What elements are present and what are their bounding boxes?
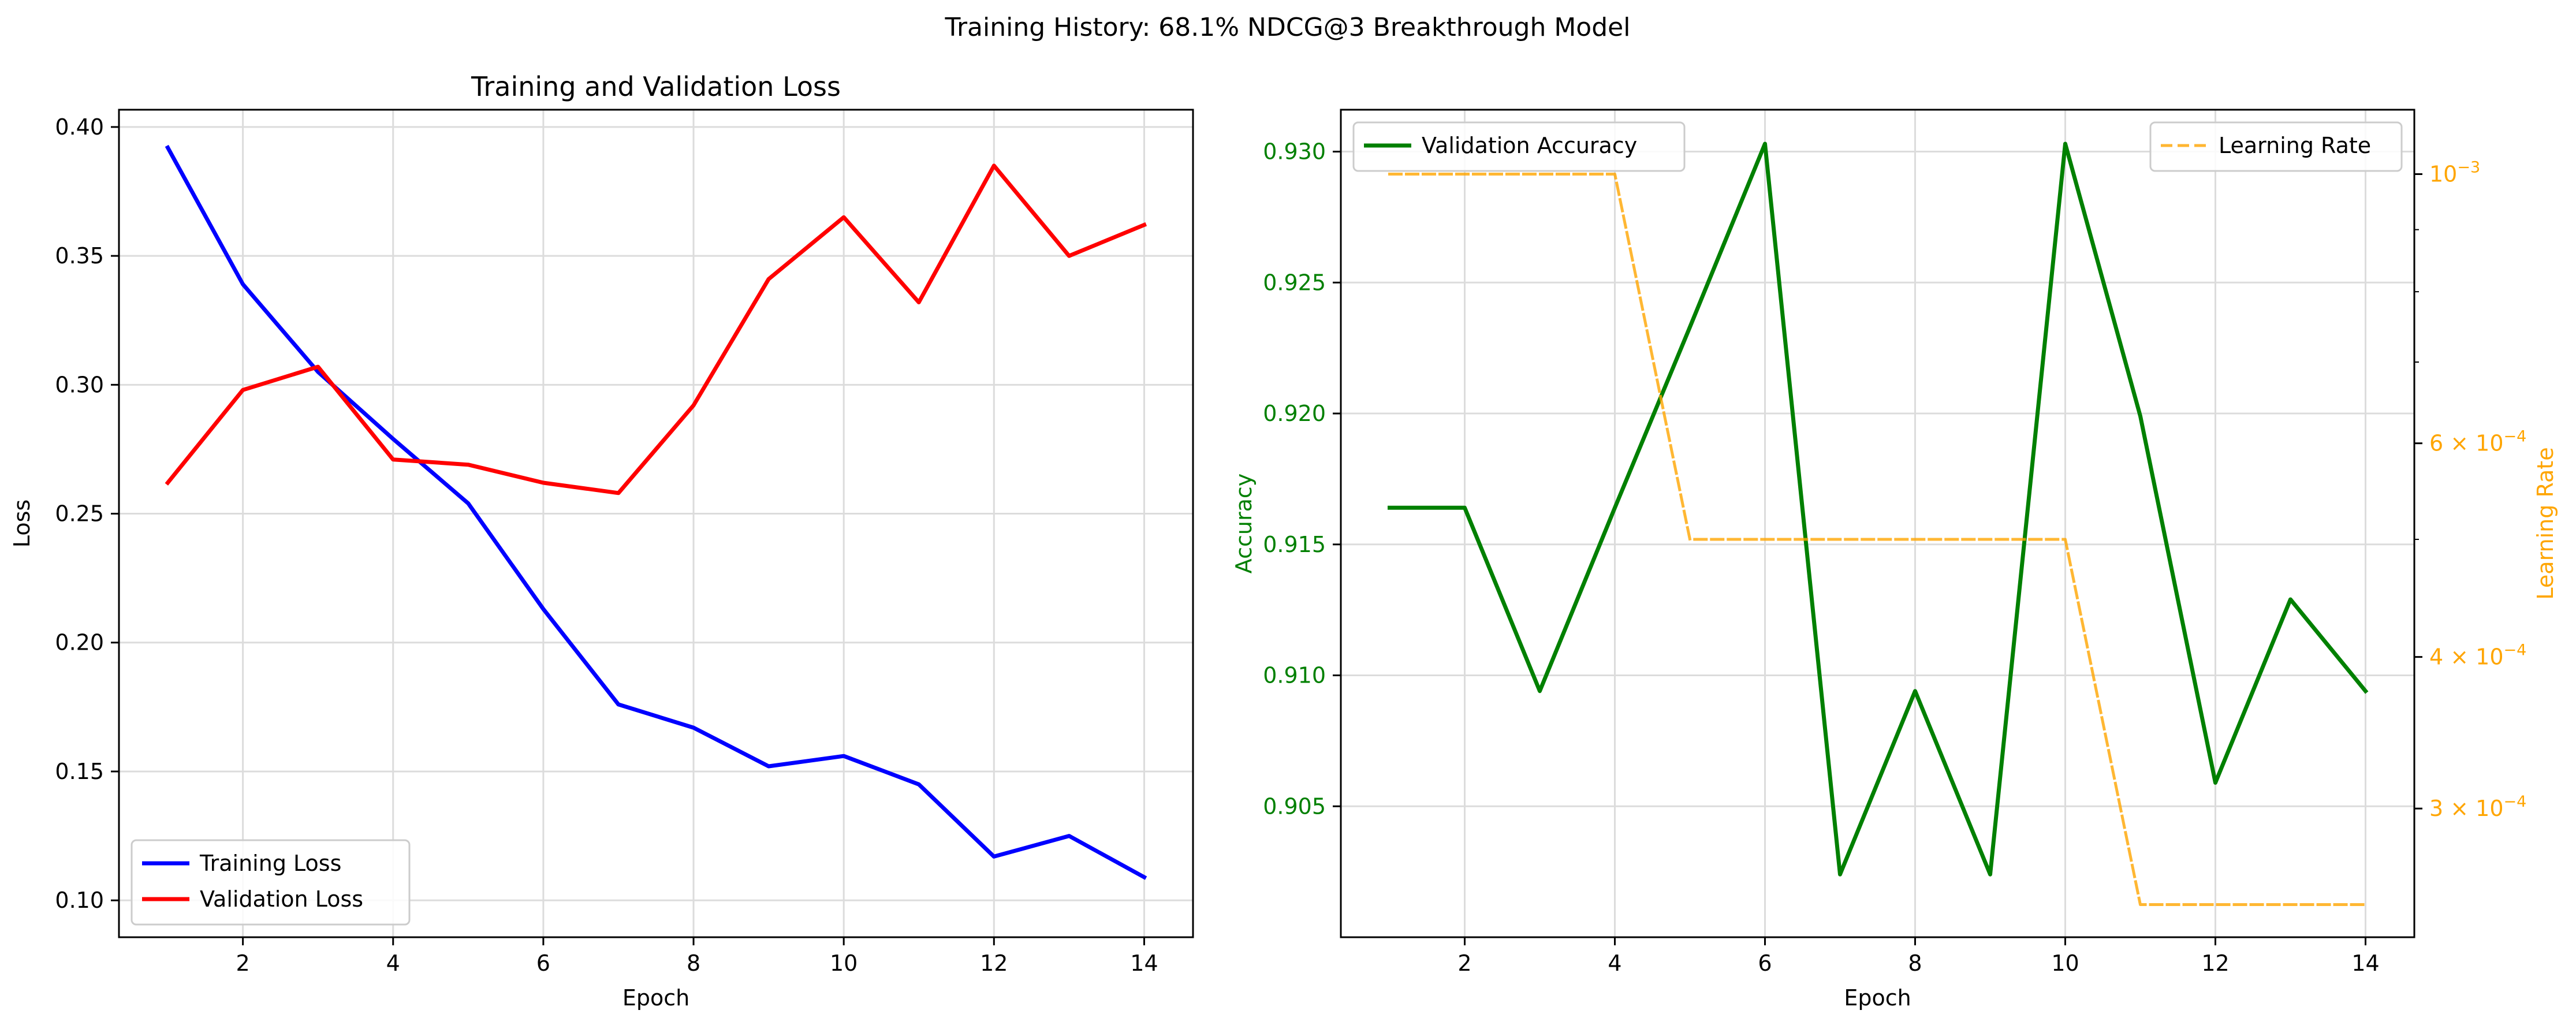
x-tick-label: 4 [386,951,400,976]
y-tick-label: 0.15 [55,759,104,784]
x-tick-label: 6 [536,951,550,976]
y2-tick-label: 6 × 10−4 [2429,428,2526,456]
accuracy-y-axis-label: Accuracy [1231,474,1257,574]
y-tick-label: 0.35 [55,243,104,269]
accuracy-axes [1340,109,2415,938]
x-tick-label: 14 [1130,951,1158,976]
x-tick-label: 10 [830,951,858,976]
x-tick-label: 2 [1457,951,1471,976]
y-tick-label: 0.40 [55,114,104,140]
x-tick-label: 6 [1758,951,1772,976]
y-tick-label: 0.920 [1263,401,1326,426]
plot-frame [118,109,1194,938]
x-tick-label: 14 [2351,951,2379,976]
y-tick-label: 0.910 [1263,663,1326,688]
legend-box [131,839,411,926]
series-line-1 [165,163,1147,495]
loss-ticks: 2 4 6 8 10 12 14 0.10 0.15 0.20 0.25 0.30 0.35 0.40 [55,114,1158,976]
legend-label: Training Loss [199,851,341,876]
loss-legend: Training Loss Validation Loss [131,839,411,926]
y-tick-label: 0.915 [1263,532,1326,557]
y2-tick-label: 4 × 10−4 [2429,642,2526,670]
y-tick-label: 0.20 [55,630,104,655]
legend-box [2149,121,2403,172]
legend-box [1352,121,1686,172]
legend-label: Validation Accuracy [1422,133,1637,158]
legend-label: Learning Rate [2219,133,2371,158]
accuracy-x-axis-label: Epoch [1844,985,1911,1011]
y-tick-label: 0.25 [55,501,104,527]
y-tick-label: 0.930 [1263,139,1326,165]
series-line-1 [1388,173,2367,906]
loss-series [165,144,1147,880]
accuracy-ticks: 2 4 6 8 10 12 14 0.905 0.910 0.915 0.920 0.925 0.930… [1263,139,2526,976]
y-tick-label: 0.905 [1263,793,1326,819]
loss-x-axis-label: Epoch [622,985,689,1011]
y-tick-label: 0.30 [55,372,104,397]
series-line-0 [1388,141,2369,877]
loss-chart-title: Training and Validation Loss [471,71,841,102]
x-tick-label: 4 [1608,951,1621,976]
x-tick-label: 2 [236,951,250,976]
loss-chart: 2 4 6 8 10 12 14 0.10 0.15 0.20 0.25 0.30 0.35 0.40 T… [9,71,1194,1011]
loss-axes [118,109,1194,938]
x-tick-label: 12 [2201,951,2229,976]
x-tick-label: 12 [980,951,1008,976]
loss-grid [119,110,1193,937]
series-line-0 [165,144,1147,880]
legend-label: Validation Loss [200,886,363,912]
x-tick-label: 8 [1908,951,1922,976]
y-tick-label: 0.10 [55,888,104,913]
y2-tick-label: 10−3 [2429,159,2480,187]
x-tick-label: 8 [687,951,700,976]
x-tick-label: 10 [2051,951,2079,976]
figure-title: Training History: 68.1% NDCG@3 Breakthro… [945,13,1631,42]
learning-rate-legend: Learning Rate [2149,121,2403,172]
accuracy-grid [1341,110,2414,937]
plot-frame [1340,109,2415,938]
accuracy-legend: Validation Accuracy [1352,121,1686,172]
accuracy-lr-chart: 2 4 6 8 10 12 14 0.905 0.910 0.915 0.920 0.925 0.930… [1231,109,2558,1011]
learning-rate-axis-label: Learning Rate [2533,447,2558,599]
accuracy-lr-series [1388,141,2369,906]
y-tick-label: 0.925 [1263,270,1326,295]
loss-y-axis-label: Loss [9,500,35,547]
y2-tick-label: 3 × 10−4 [2429,793,2526,821]
